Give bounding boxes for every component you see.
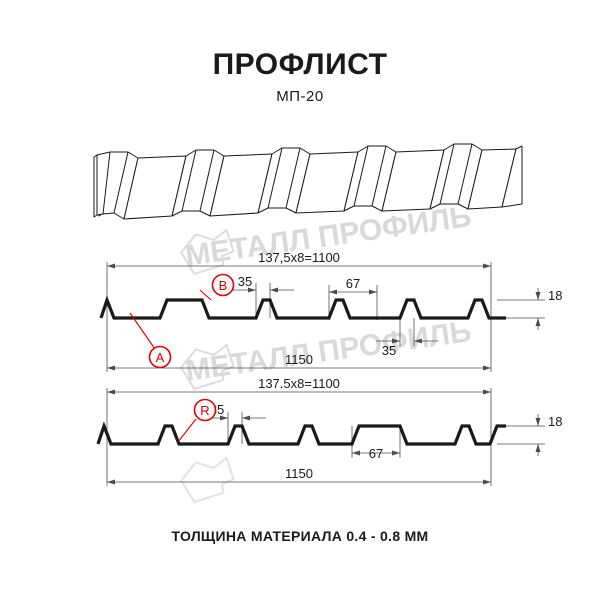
section-top-view: 137,5x8=1100 1150 35 67	[99, 250, 562, 372]
dim-line-valley-bottom	[352, 450, 400, 456]
dim-label-valley-bottom: 67	[369, 446, 383, 461]
section-bottom-extension-lines	[106, 388, 545, 486]
watermark-logo-bottom	[179, 456, 235, 504]
dim-line-crest-bottom	[376, 338, 438, 344]
dim-label-height-top: 18	[548, 288, 562, 303]
marker-B-circle	[211, 273, 235, 297]
marker-A-circle	[148, 345, 172, 369]
dim-line-modules-top	[107, 263, 491, 269]
dim-line-width-bottom	[107, 479, 491, 485]
marker-A-label: A	[156, 350, 165, 365]
dim-line-height-bottom	[535, 414, 541, 456]
watermark-group: МЕТАЛЛ ПРОФИЛЬ МЕТАЛЛ ПРОФИЛЬ	[179, 200, 473, 504]
dim-line-valley-top	[329, 289, 377, 295]
material-thickness-caption: ТОЛЩИНА МАТЕРИАЛА 0.4 - 0.8 ММ	[171, 528, 429, 544]
section-bottom-view: 137.5x8=1100 1150 35 67	[96, 376, 562, 486]
profile-outline-bottom	[96, 421, 506, 446]
dim-label-modules-top: 137,5x8=1100	[258, 250, 340, 265]
dim-label-width-top: 1150	[285, 352, 313, 367]
dim-label-width-bottom: 1150	[285, 466, 313, 481]
marker-B: B	[199, 273, 235, 301]
dim-label-height-bottom: 18	[548, 414, 562, 429]
marker-R-label: R	[200, 403, 209, 418]
dim-label-crest-bottom: 35	[382, 343, 396, 358]
dim-line-height-top	[535, 288, 541, 330]
marker-B-label: B	[219, 278, 228, 293]
dim-label-modules-bottom: 137.5x8=1100	[258, 376, 340, 391]
dim-label-crest-top: 35	[238, 274, 252, 289]
profile-outline-top	[99, 295, 506, 320]
dim-line-modules-bottom	[107, 389, 491, 395]
dim-line-width-top	[107, 365, 491, 371]
dim-line-crest-top	[232, 287, 294, 293]
isometric-view	[93, 143, 523, 220]
page-subtitle: МП-20	[276, 88, 324, 105]
marker-A: A	[129, 312, 172, 369]
dim-label-valley-top: 67	[346, 276, 360, 291]
watermark-logo-lower	[179, 343, 235, 391]
marker-R: R	[177, 398, 217, 443]
marker-R-circle	[193, 398, 217, 422]
page-title: ПРОФЛИСТ	[212, 48, 388, 81]
watermark-logo-upper	[179, 228, 235, 276]
